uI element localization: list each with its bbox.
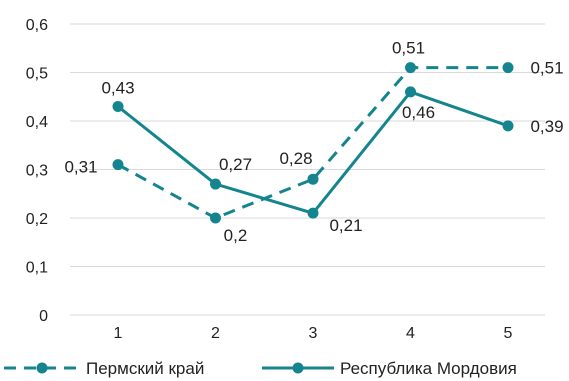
- y-tick-label: 0,1: [26, 260, 48, 277]
- y-tick-label: 0,2: [26, 211, 48, 228]
- x-tick-label: 4: [406, 325, 415, 342]
- y-tick-label: 0,5: [26, 66, 48, 83]
- data-label: 0,2: [224, 226, 248, 245]
- data-label: 0,43: [101, 78, 134, 97]
- series-points: [112, 62, 514, 224]
- legend: Пермский край Республика Мордовия: [4, 359, 517, 378]
- y-tick-label: 0,6: [26, 17, 48, 34]
- y-axis-tick-labels: 0 0,1 0,2 0,3 0,4 0,5 0,6: [26, 17, 48, 325]
- series-lines: [117, 66, 509, 220]
- data-label: 0,28: [279, 149, 312, 168]
- data-point: [502, 62, 514, 74]
- y-tick-label: 0: [39, 308, 48, 325]
- data-label: 0,51: [530, 59, 563, 78]
- x-tick-label: 1: [114, 325, 123, 342]
- data-label: 0,31: [64, 158, 97, 177]
- data-label: 0,46: [402, 103, 435, 122]
- data-label: 0,51: [392, 39, 425, 58]
- data-point: [112, 159, 124, 171]
- data-labels: 0,31 0,2 0,28 0,51 0,51 0,43 0,27 0,21 0,46 0,39: [64, 39, 563, 245]
- data-point: [307, 173, 319, 185]
- x-tick-label: 2: [211, 325, 220, 342]
- data-point: [210, 212, 221, 224]
- x-tick-label: 3: [309, 325, 318, 342]
- gridlines: [70, 23, 545, 316]
- legend-marker-0: [36, 362, 48, 374]
- y-tick-label: 0,4: [26, 114, 48, 131]
- legend-label-0: Пермский край: [86, 359, 204, 378]
- data-point: [502, 120, 514, 132]
- data-label: 0,39: [530, 117, 563, 136]
- data-label: 0,21: [329, 216, 362, 235]
- y-tick-label: 0,3: [26, 163, 48, 180]
- legend-label-1: Республика Мордовия: [340, 359, 517, 378]
- data-point: [307, 207, 319, 219]
- x-tick-label: 5: [504, 325, 513, 342]
- data-point: [210, 178, 221, 190]
- data-point: [405, 86, 416, 98]
- x-axis-tick-labels: 1 2 3 4 5: [114, 325, 513, 342]
- data-label: 0,27: [219, 155, 252, 174]
- data-point: [112, 100, 124, 112]
- series-line-0: [117, 66, 508, 220]
- data-point: [405, 62, 416, 74]
- legend-marker-1: [292, 362, 304, 374]
